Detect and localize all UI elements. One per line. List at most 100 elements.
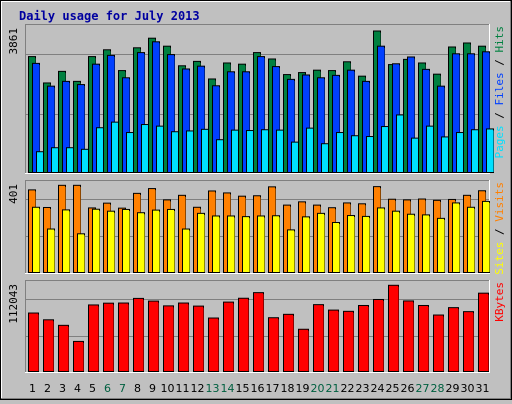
bar-body xyxy=(77,233,85,274)
bar-sites xyxy=(92,208,100,273)
bar-body xyxy=(381,126,389,173)
bar-kbytes xyxy=(118,302,129,373)
bar-body xyxy=(426,125,434,173)
bar-pages xyxy=(36,151,44,174)
bar-body xyxy=(437,217,445,273)
bar-body xyxy=(58,324,69,373)
bar-body xyxy=(411,137,419,174)
bar-sites xyxy=(317,212,325,273)
bar-body xyxy=(43,319,54,373)
bar-body xyxy=(377,207,385,273)
bar-kbytes xyxy=(463,311,474,372)
bar-kbytes xyxy=(193,305,204,372)
day-label: 13 xyxy=(206,382,220,395)
day-label: 7 xyxy=(119,382,126,395)
day-label: 25 xyxy=(386,382,400,395)
bar-pages xyxy=(426,125,434,173)
bar-kbytes xyxy=(358,304,369,372)
bar-body xyxy=(148,300,159,372)
bar-body xyxy=(392,210,400,274)
bar-sites xyxy=(407,213,415,273)
bar-body xyxy=(118,302,129,373)
bar-pages xyxy=(261,129,269,173)
bar-body xyxy=(47,228,55,274)
bar-body xyxy=(287,229,295,274)
bar-sites xyxy=(287,229,295,274)
bar-kbytes xyxy=(298,328,309,373)
bar-sites xyxy=(242,216,250,274)
bar-body xyxy=(268,317,279,372)
bar-body xyxy=(306,127,314,174)
bar-pages xyxy=(396,114,404,174)
bar-body xyxy=(351,135,359,173)
bar-body xyxy=(433,314,444,373)
bar-body xyxy=(103,302,114,372)
bar-pages xyxy=(411,137,419,174)
bar-kbytes xyxy=(403,300,414,373)
bar-body xyxy=(163,305,174,372)
bar-body xyxy=(167,208,175,273)
day-label: 22 xyxy=(341,382,355,395)
day-label: 2 xyxy=(44,382,51,395)
bar-kbytes xyxy=(58,324,69,373)
bar-body xyxy=(403,300,414,373)
bar-pages xyxy=(291,141,299,174)
bar-body xyxy=(283,313,294,372)
bar-body xyxy=(32,206,40,274)
day-label: 21 xyxy=(326,382,340,395)
legend-kbytes: KBytes xyxy=(493,282,506,322)
bar-pages xyxy=(141,124,149,173)
bar-sites xyxy=(467,206,475,274)
bar-body xyxy=(182,228,190,274)
bar-kbytes xyxy=(343,310,354,372)
day-label: 15 xyxy=(236,382,250,395)
bar-body xyxy=(186,130,194,174)
bar-sites xyxy=(362,215,370,274)
legend-separator: / xyxy=(493,53,506,73)
bar-sites xyxy=(272,215,280,274)
bar-pages xyxy=(111,121,119,173)
bar-kbytes xyxy=(223,301,234,372)
bar-body xyxy=(298,328,309,373)
bar-sites xyxy=(77,233,85,274)
bar-kbytes xyxy=(268,317,279,372)
bar-pages xyxy=(351,135,359,173)
bar-sites xyxy=(302,216,310,273)
day-label: 10 xyxy=(161,382,175,395)
bar-sites xyxy=(167,208,175,273)
bar-body xyxy=(133,297,144,372)
bar-body xyxy=(302,216,310,273)
bar-body xyxy=(197,212,205,273)
bar-pages xyxy=(486,128,494,173)
bar-pages xyxy=(366,136,374,173)
bar-body xyxy=(276,129,284,173)
bar-body xyxy=(452,202,460,274)
bar-body xyxy=(317,212,325,273)
bar-body xyxy=(88,304,99,372)
day-label: 12 xyxy=(191,382,205,395)
bar-kbytes xyxy=(283,313,294,372)
bar-body xyxy=(126,132,134,173)
bar-body xyxy=(336,132,344,173)
day-label: 9 xyxy=(149,382,156,395)
bar-kbytes xyxy=(43,319,54,373)
bar-body xyxy=(137,212,145,273)
bar-body xyxy=(28,312,39,372)
day-label: 31 xyxy=(476,382,490,395)
bar-body xyxy=(422,214,430,273)
day-label: 17 xyxy=(266,382,280,395)
bar-pages xyxy=(306,127,314,174)
bar-kbytes xyxy=(178,302,189,373)
day-label: 16 xyxy=(251,382,265,395)
day-label: 11 xyxy=(176,382,190,395)
day-label: 18 xyxy=(281,382,295,395)
bar-body xyxy=(261,129,269,173)
bar-body xyxy=(313,304,324,373)
day-label: 19 xyxy=(296,382,310,395)
bar-kbytes xyxy=(373,298,384,372)
bar-body xyxy=(227,215,235,274)
bar-kbytes xyxy=(133,297,144,372)
day-label: 24 xyxy=(371,382,385,395)
legend-pages: Pages xyxy=(493,125,506,158)
